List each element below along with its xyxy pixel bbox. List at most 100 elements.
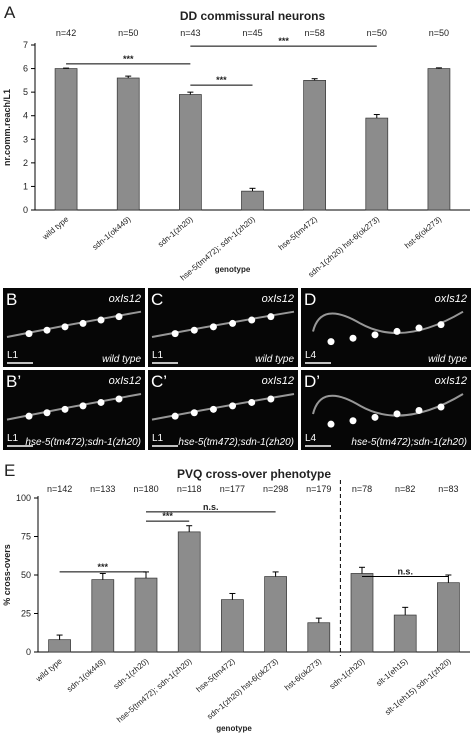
neuron <box>115 395 123 403</box>
neuron <box>209 405 217 413</box>
x-tick-label: sdn-1(ok449) <box>65 656 107 693</box>
y-tick-label: 7 <box>23 40 28 50</box>
n-label: n=42 <box>56 28 76 38</box>
y-tick-label: 1 <box>23 181 28 191</box>
neuron <box>43 409 51 417</box>
worm-outline <box>6 393 142 421</box>
stage-label: L4 <box>305 350 317 361</box>
y-tick-label: 3 <box>23 134 28 144</box>
y-axis-label: nr.comm.reach/L1 <box>2 89 12 166</box>
neuron <box>267 395 275 403</box>
marker-label: oxIs12 <box>435 375 467 387</box>
n-label: n=179 <box>306 484 331 494</box>
bar <box>54 68 78 211</box>
neuron <box>25 412 33 420</box>
chart-title: PVQ cross-over phenotype <box>177 467 331 481</box>
bar <box>179 94 202 211</box>
micrograph <box>3 288 145 367</box>
x-tick-label: sdn-1(zh20) hst-6(ok273) <box>205 656 280 721</box>
micrograph <box>148 288 298 367</box>
worm-outline <box>151 310 295 338</box>
x-tick-label: sdn-1(zh20) <box>112 656 151 691</box>
y-tick-label: 0 <box>26 647 31 657</box>
neuron <box>248 398 256 406</box>
neuron <box>190 409 198 417</box>
n-label: n=50 <box>118 28 138 38</box>
worm-outline <box>151 393 295 421</box>
worm-outline <box>312 310 464 334</box>
neuron <box>371 331 379 339</box>
micrograph <box>3 370 145 450</box>
chart-title: DD commissural neurons <box>180 9 326 23</box>
x-tick-label: sdn-1(ok449) <box>91 214 133 251</box>
x-tick-label: slt-1(eh15) <box>374 656 409 688</box>
n-label: n=118 <box>177 484 202 494</box>
n-label: n=82 <box>395 484 415 494</box>
marker-label: oxIs12 <box>109 375 141 387</box>
x-tick-label: hst-6(ok273) <box>283 656 323 692</box>
significance-label: *** <box>123 54 134 64</box>
neuron <box>371 413 379 421</box>
bar <box>437 582 460 653</box>
n-label: n=58 <box>305 28 325 38</box>
bar <box>365 117 389 211</box>
neuron <box>61 405 69 413</box>
neuron <box>437 321 445 329</box>
marker-label: oxIs12 <box>435 293 467 305</box>
neuron <box>25 330 33 338</box>
genotype-label: hse-5(tm472);sdn-1(zh20) <box>25 437 141 448</box>
n-label: n=83 <box>438 484 458 494</box>
neuron <box>229 319 237 327</box>
genotype-label: hse-5(tm472);sdn-1(zh20) <box>178 437 294 448</box>
neuron <box>349 417 357 425</box>
panel-letter: A <box>4 3 16 22</box>
panel-letter: D <box>304 290 316 309</box>
neuron <box>229 402 237 410</box>
neuron <box>97 398 105 406</box>
neuron <box>415 406 423 414</box>
genotype-label: wild type <box>255 354 294 365</box>
genotype-label: wild type <box>428 354 467 365</box>
y-tick-label: 0 <box>23 205 28 215</box>
significance-label: *** <box>278 36 289 46</box>
x-tick-label: wild type <box>33 656 64 684</box>
significance-label: n.s. <box>397 567 413 577</box>
y-axis-label: % cross-overs <box>2 544 12 606</box>
neuron <box>97 316 105 324</box>
marker-label: oxIs12 <box>262 375 294 387</box>
bar <box>221 599 244 653</box>
neuron <box>171 330 179 338</box>
n-label: n=180 <box>133 484 158 494</box>
n-label: n=142 <box>47 484 72 494</box>
neuron <box>267 313 275 321</box>
stage-label: L1 <box>152 433 164 444</box>
x-axis-label: genotype <box>216 724 252 733</box>
panel-letter: C <box>151 290 163 309</box>
y-tick-label: 75 <box>21 532 31 542</box>
panel-letter: C’ <box>151 372 167 391</box>
significance-label: *** <box>216 75 227 85</box>
marker-label: oxIs12 <box>262 293 294 305</box>
neuron <box>393 327 401 335</box>
bar <box>427 68 451 211</box>
neuron <box>61 323 69 331</box>
x-tick-label: hst-6(ok273) <box>403 214 443 250</box>
neuron <box>349 334 357 342</box>
y-tick-label: 4 <box>23 111 28 121</box>
n-label: n=50 <box>429 28 449 38</box>
neuron <box>115 313 123 321</box>
panel-letter: B <box>6 290 17 309</box>
x-tick-label: hse-5(tm472) <box>194 656 236 694</box>
neuron <box>43 326 51 334</box>
neuron <box>209 323 217 331</box>
stage-label: L1 <box>7 350 19 361</box>
bar <box>350 573 374 653</box>
significance-label: n.s. <box>203 502 219 512</box>
stage-label: L1 <box>152 350 164 361</box>
neuron <box>415 324 423 332</box>
bar <box>307 622 331 653</box>
neuron <box>393 410 401 418</box>
neuron <box>79 319 87 327</box>
y-tick-label: 50 <box>21 570 31 580</box>
